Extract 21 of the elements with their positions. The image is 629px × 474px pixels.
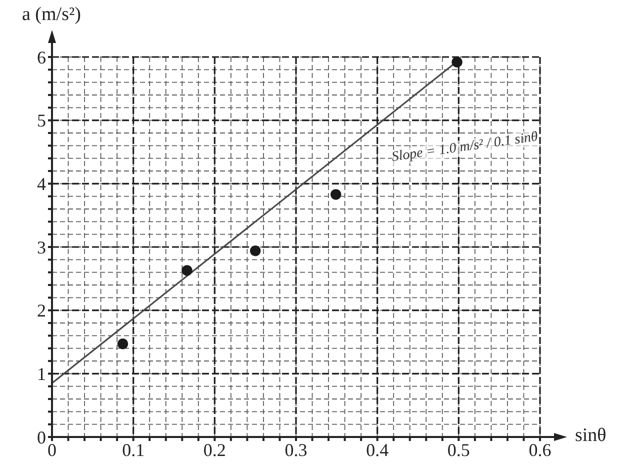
y-tick-label: 2 — [37, 300, 46, 321]
point — [330, 189, 342, 200]
point — [117, 338, 128, 350]
x-tick-label: 0.5 — [447, 440, 470, 460]
x-tick-label: 0.6 — [528, 440, 552, 460]
point — [182, 265, 192, 276]
point — [452, 57, 462, 68]
y-tick-label: 4 — [37, 174, 46, 194]
y-tick-label: 3 — [37, 237, 46, 258]
x-tick-label: 0.4 — [366, 440, 389, 460]
x-tick-label: 0.2 — [203, 440, 226, 460]
y-tick-label: 0 — [37, 427, 46, 448]
y-tick-label: 1 — [37, 364, 46, 384]
annotation: Slope = 1.0 m/s² / 0.1 sinθ — [390, 130, 539, 166]
x-tick-label: 0.3 — [284, 440, 308, 460]
y-axis-title: a (m/s²) — [22, 4, 81, 26]
x-axis-title: sinθ — [575, 425, 606, 447]
x-tick-label: 0.1 — [122, 440, 145, 460]
y-tick-label: 6 — [37, 47, 46, 68]
point — [250, 245, 261, 256]
y-tick-label: 5 — [37, 110, 46, 131]
